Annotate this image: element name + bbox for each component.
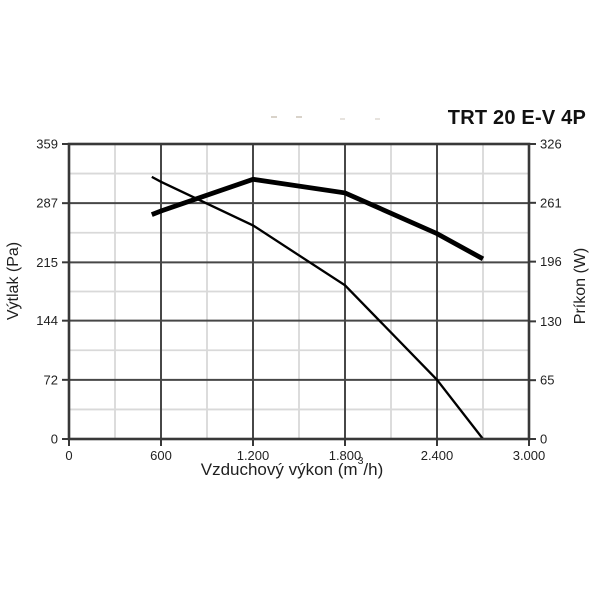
svg-text:65: 65 — [540, 373, 554, 388]
svg-text:261: 261 — [540, 195, 562, 210]
svg-text:326: 326 — [540, 137, 562, 152]
faint-artifact — [340, 118, 345, 120]
faint-artifact — [375, 118, 380, 120]
faint-artifact — [271, 116, 277, 118]
svg-text:72: 72 — [44, 372, 58, 387]
chart-title: TRT 20 E-V 4P — [447, 107, 586, 129]
svg-text:144: 144 — [36, 313, 58, 328]
svg-text:196: 196 — [540, 254, 562, 269]
svg-text:359: 359 — [36, 137, 58, 152]
faint-artifact — [296, 116, 302, 118]
svg-text:287: 287 — [36, 196, 58, 211]
svg-text:130: 130 — [540, 314, 562, 329]
x-axis-label: Vzduchový výkon (m3/h) — [200, 455, 384, 480]
svg-text:0: 0 — [540, 432, 547, 447]
svg-text:215: 215 — [36, 255, 58, 270]
svg-text:0: 0 — [51, 432, 58, 447]
svg-text:3.000: 3.000 — [513, 448, 546, 463]
svg-text:1.200: 1.200 — [237, 448, 270, 463]
svg-text:2.400: 2.400 — [421, 448, 454, 463]
x-axis-label-suffix: /h) — [363, 460, 384, 479]
x-axis-label-superscript: 3 — [357, 454, 364, 467]
svg-text:0: 0 — [65, 448, 72, 463]
svg-text:1.800: 1.800 — [329, 448, 362, 463]
svg-text:600: 600 — [150, 448, 172, 463]
x-axis-label-prefix: Vzduchový výkon (m — [200, 460, 358, 479]
